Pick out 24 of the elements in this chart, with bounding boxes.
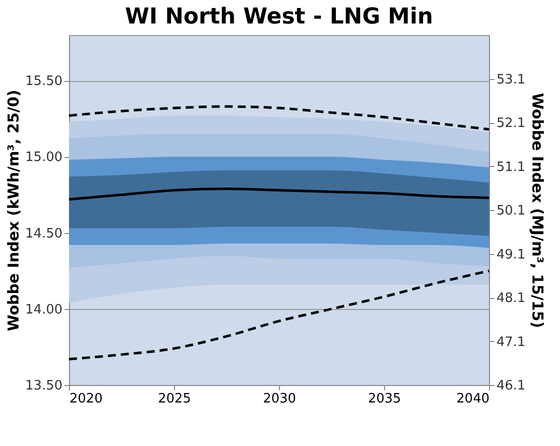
y2-tick-label: 47.1	[496, 334, 526, 350]
x-tick-label: 2030	[262, 392, 296, 406]
y-tick-label: 13.50	[25, 378, 62, 394]
y2-tick-label: 50.1	[496, 204, 526, 218]
y-tick-label: 15.50	[25, 74, 62, 90]
y2-tick-label: 53.1	[496, 72, 526, 88]
x-tick-label: 2035	[368, 392, 402, 406]
y-tick-label: 14.00	[25, 302, 62, 318]
y2-tick-label: 52.1	[496, 116, 526, 131]
y2-tick-label: 46.1	[496, 378, 526, 394]
x-tick-label: 2020	[70, 392, 103, 406]
line-series	[68, 105, 490, 131]
chart-title: WI North West - LNG Min	[124, 4, 434, 30]
y-tick-label: 14.50	[25, 226, 62, 242]
y-axis-title: Wobbe Index (kWh/m³, 25/0)	[4, 90, 22, 332]
line-series	[68, 187, 490, 201]
y-tick-label: 15.00	[25, 150, 62, 166]
y2-axis-title: Wobbe Index (MJ/m³, 15/15)	[528, 92, 546, 328]
x-tick-label: 2025	[158, 392, 192, 406]
x-tick-label: 2040	[456, 392, 490, 406]
line-series	[68, 270, 490, 360]
y2-tick-label: 49.1	[496, 247, 526, 262]
y2-tick-label: 48.1	[496, 291, 526, 306]
y2-tick-label: 51.1	[496, 160, 526, 175]
